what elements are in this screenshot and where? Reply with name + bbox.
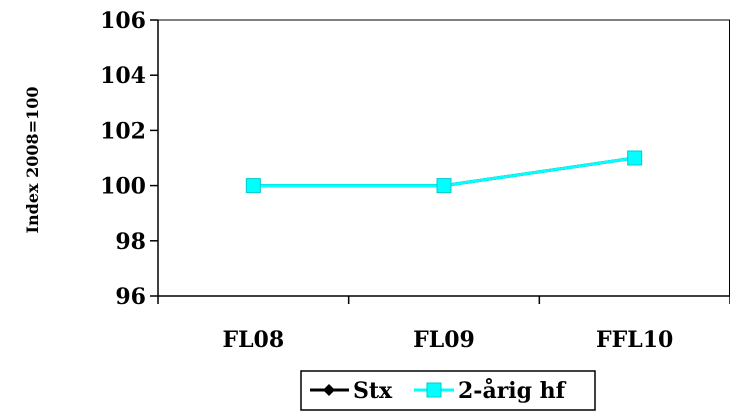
data-point-square	[436, 178, 452, 194]
y-axis-title: Index 2008=100	[23, 87, 42, 234]
legend: Stx 2-årig hf	[300, 370, 596, 411]
data-point-square	[627, 150, 643, 166]
x-tick-label: FL09	[413, 327, 475, 353]
y-tick-label: 104	[100, 63, 146, 89]
y-tick-label: 100	[100, 174, 146, 200]
series-layer	[245, 150, 643, 194]
x-tick-label: FL08	[222, 327, 284, 353]
y-tick-label: 98	[115, 229, 146, 255]
data-point-square	[245, 178, 261, 194]
plot-area	[158, 19, 730, 296]
legend-marker-square	[426, 382, 442, 398]
legend-label-stx: Stx	[353, 378, 393, 404]
legend-label-2arig-hf: 2-årig hf	[458, 378, 567, 404]
y-tick-label: 106	[100, 8, 146, 34]
legend-marker-diamond	[323, 384, 335, 396]
y-axis: 96 98 100 102 104 106	[100, 8, 159, 310]
x-tick-label: FFL10	[596, 327, 673, 353]
y-tick-label: 102	[100, 118, 146, 144]
y-tick-label: 96	[115, 284, 146, 310]
x-axis: FL08 FL09 FFL10	[157, 295, 730, 353]
